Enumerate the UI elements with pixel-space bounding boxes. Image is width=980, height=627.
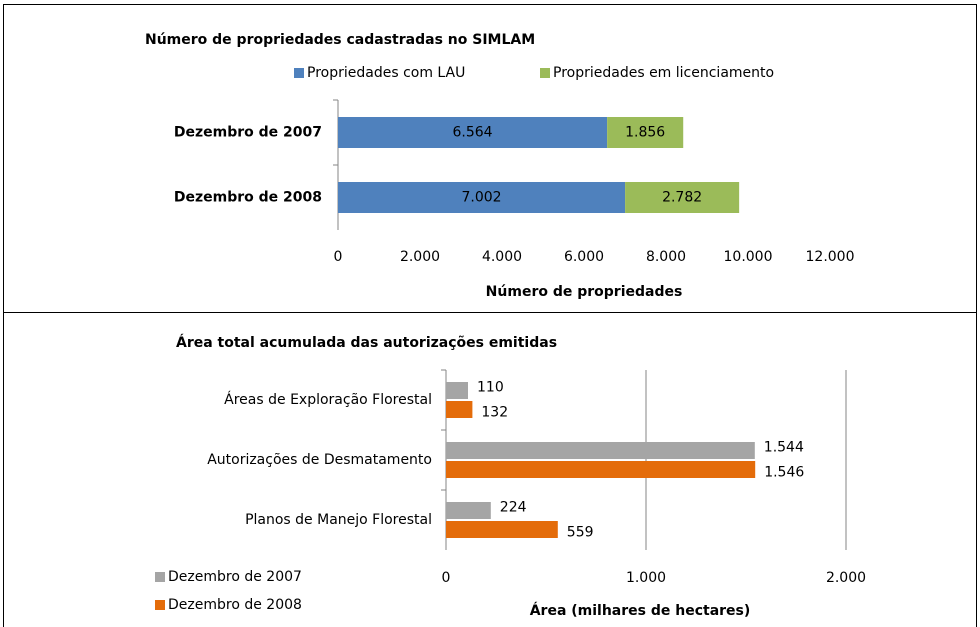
y-tick-label: Áreas de Exploração Florestal: [224, 391, 432, 408]
y-tick-label: Dezembro de 2008: [174, 190, 322, 206]
panel-border: [3, 312, 977, 627]
chart-title: Área total acumulada das autorizações em…: [176, 334, 557, 351]
y-tick-label: Planos de Manejo Florestal: [245, 512, 432, 528]
value-label: 6.564: [453, 125, 493, 141]
x-axis-label: Número de propriedades: [486, 284, 683, 300]
legend-label: Dezembro de 2007: [168, 569, 302, 585]
x-axis-label: Área (milhares de hectares): [530, 602, 751, 619]
x-tick-label: 0: [334, 249, 343, 265]
y-tick-label: Autorizações de Desmatamento: [207, 452, 432, 468]
value-label: 1.546: [764, 465, 804, 481]
x-tick-label: 2.000: [400, 249, 440, 265]
x-tick-label: 12.000: [806, 249, 855, 265]
legend-swatch: [540, 68, 550, 78]
bar: [446, 401, 473, 418]
x-tick-label: 8.000: [646, 249, 686, 265]
x-tick-label: 4.000: [482, 249, 522, 265]
x-tick-label: 1.000: [626, 570, 666, 586]
x-tick-label: 6.000: [564, 249, 604, 265]
legend-swatch: [155, 572, 165, 582]
x-tick-label: 0: [442, 570, 451, 586]
bar: [338, 117, 608, 148]
bar: [446, 502, 491, 519]
value-label: 1.544: [764, 440, 804, 456]
value-label: 2.782: [662, 190, 702, 206]
bar: [446, 382, 468, 399]
chart-title: Número de propriedades cadastradas no SI…: [145, 32, 535, 48]
legend-label: Dezembro de 2008: [168, 597, 302, 613]
y-tick-label: Dezembro de 2007: [174, 125, 322, 141]
legend-swatch: [294, 68, 304, 78]
x-tick-label: 10.000: [724, 249, 773, 265]
value-label: 1.856: [625, 125, 665, 141]
panel-border: [3, 4, 977, 313]
legend-swatch: [155, 600, 165, 610]
bar: [446, 521, 558, 538]
x-tick-label: 2.000: [826, 570, 866, 586]
bar: [338, 182, 626, 213]
value-label: 559: [567, 525, 594, 541]
value-label: 7.002: [461, 190, 501, 206]
value-label: 132: [481, 405, 508, 421]
bar: [625, 182, 740, 213]
legend-label: Propriedades em licenciamento: [553, 65, 774, 81]
bar: [446, 442, 755, 459]
bar: [446, 461, 756, 478]
legend-label: Propriedades com LAU: [307, 65, 465, 81]
value-label: 224: [500, 500, 527, 516]
bar: [607, 117, 684, 148]
value-label: 110: [477, 380, 504, 396]
